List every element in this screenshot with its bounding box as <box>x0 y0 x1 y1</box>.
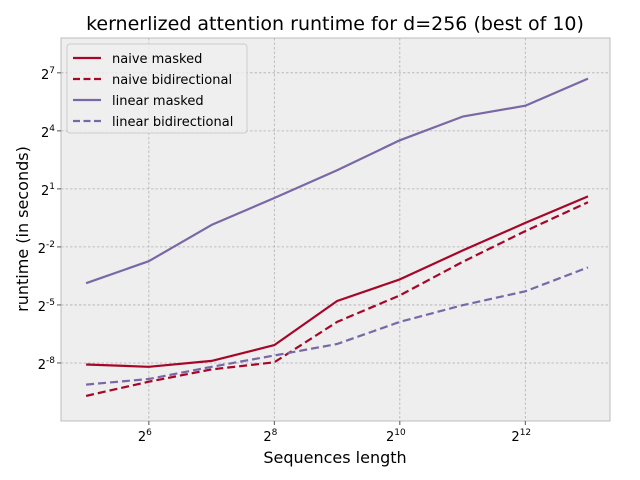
y-tick-exponent: -2 <box>46 240 55 250</box>
y-tick-exponent: 7 <box>49 66 55 76</box>
y-tick-base: 2 <box>38 242 46 257</box>
legend-label: linear bidirectional <box>112 115 233 130</box>
x-axis-label: Sequences length <box>263 448 406 467</box>
y-tick-label: 24 <box>41 124 55 141</box>
y-tick-label: 2-8 <box>38 356 56 373</box>
x-tick-label: 28 <box>263 428 277 445</box>
y-tick-base: 2 <box>41 68 49 83</box>
series-line-linear-masked <box>85 77 589 285</box>
x-tick-base: 2 <box>511 430 519 445</box>
y-tick-exponent: -8 <box>46 356 55 366</box>
y-tick-label: 27 <box>41 66 55 83</box>
x-axis-ticks: 26 28 210 212 <box>138 421 531 445</box>
y-tick-label: 2-2 <box>38 240 55 257</box>
x-tick-label: 212 <box>511 428 531 445</box>
series-line-naive-bidirectional <box>85 201 589 397</box>
x-tick-label: 26 <box>138 428 152 445</box>
chart-title: kernerlized attention runtime for d=256 … <box>86 13 584 35</box>
x-tick-exponent: 6 <box>146 428 152 438</box>
legend: naive masked naive bidirectional linear ma… <box>66 43 248 134</box>
y-tick-base: 2 <box>38 300 46 315</box>
series-line-linear-bidirectional <box>86 266 589 386</box>
y-tick-label: 2-5 <box>38 298 55 315</box>
y-tick-base: 2 <box>38 358 46 373</box>
series-line-naive-masked <box>86 195 589 368</box>
y-tick-base: 2 <box>41 126 49 141</box>
x-tick-exponent: 10 <box>394 428 406 438</box>
x-tick-base: 2 <box>386 430 394 445</box>
x-tick-base: 2 <box>138 430 146 445</box>
y-tick-exponent: 1 <box>49 182 55 192</box>
legend-label: naive masked <box>112 52 202 67</box>
y-tick-exponent: 4 <box>49 124 55 134</box>
series-lines <box>85 77 589 397</box>
y-tick-exponent: -5 <box>46 298 55 308</box>
x-tick-base: 2 <box>263 430 271 445</box>
legend-label: naive bidirectional <box>112 73 232 88</box>
x-tick-exponent: 8 <box>272 428 278 438</box>
x-tick-exponent: 12 <box>520 428 531 438</box>
legend-label: linear masked <box>112 94 204 109</box>
x-tick-label: 210 <box>386 428 406 445</box>
y-axis-label: runtime (in seconds) <box>13 146 32 312</box>
legend-box <box>66 43 248 134</box>
y-tick-label: 21 <box>41 182 55 199</box>
y-tick-base: 2 <box>41 184 49 199</box>
